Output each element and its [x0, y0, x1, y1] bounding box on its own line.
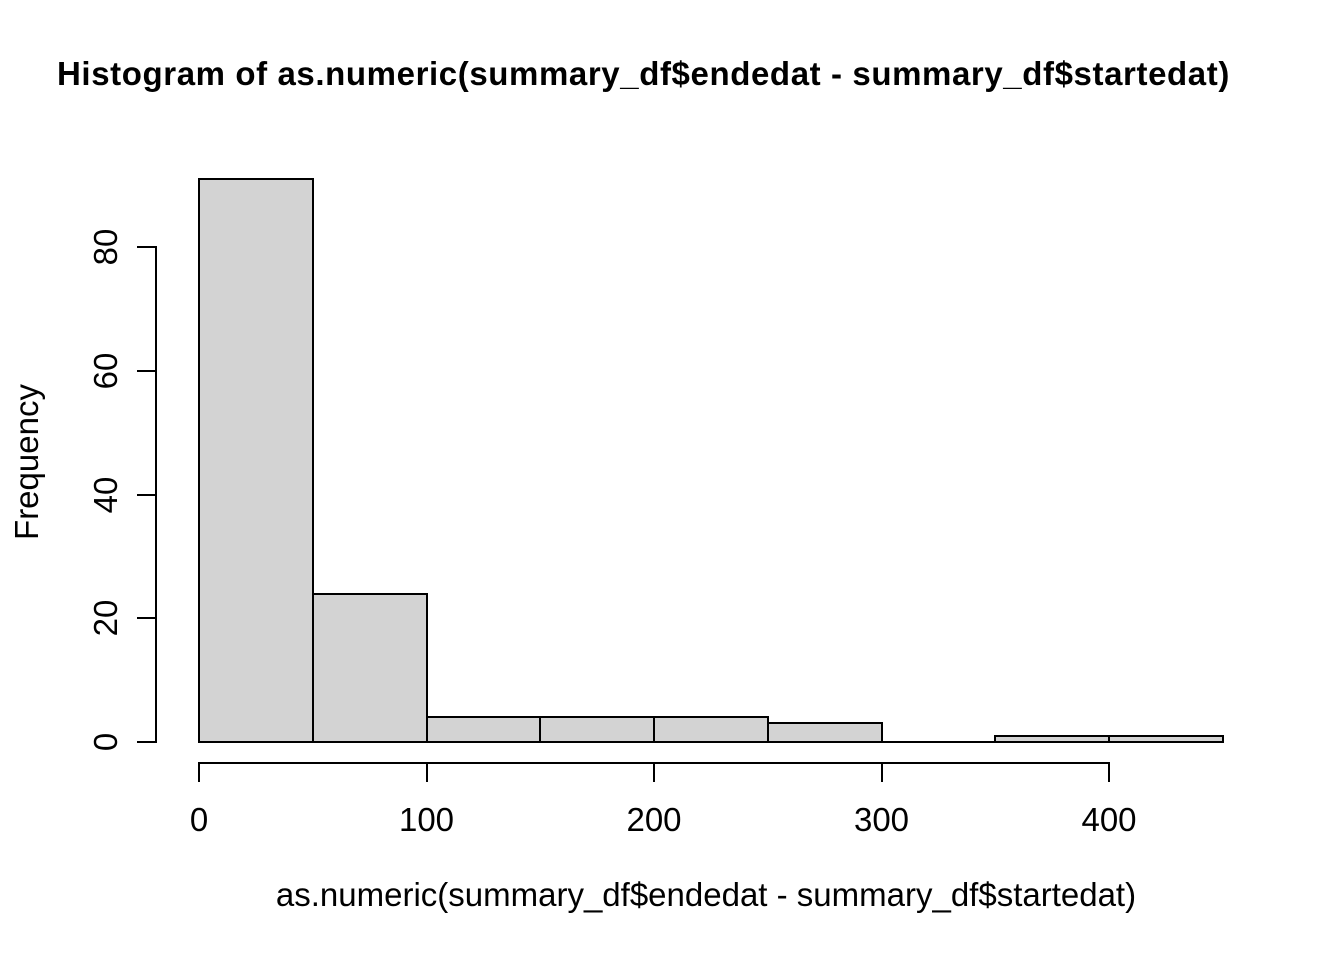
y-axis-line [155, 246, 157, 743]
x-tick-label: 300 [853, 801, 910, 838]
histogram-bar [311, 592, 428, 743]
x-tick [653, 763, 655, 782]
y-tick [137, 741, 156, 743]
histogram-bar [198, 177, 314, 743]
histogram-bar [539, 716, 655, 743]
x-tick [1108, 763, 1110, 782]
x-tick-label: 100 [398, 801, 455, 838]
y-tick [137, 246, 156, 248]
x-tick [425, 763, 428, 782]
histogram-bar [766, 722, 883, 743]
x-tick [880, 763, 883, 782]
y-tick-label: 60 [87, 352, 124, 390]
histogram-bar [653, 716, 769, 743]
x-tick-label: 0 [189, 801, 209, 838]
histogram-bar [994, 734, 1110, 743]
y-tick [137, 369, 156, 372]
histogram-bar [425, 716, 542, 743]
x-axis-title: as.numeric(summary_df$endedat - summary_… [275, 876, 1137, 913]
x-tick [198, 763, 200, 782]
y-tick-label: 20 [87, 599, 124, 637]
x-tick-label: 200 [626, 801, 682, 838]
y-tick-label: 80 [87, 228, 124, 266]
y-tick [137, 493, 156, 496]
x-tick-label: 400 [1081, 801, 1137, 838]
zero-count-baseline [880, 741, 997, 743]
y-tick-label: 0 [87, 732, 124, 752]
y-axis-title: Frequency [8, 384, 45, 540]
histogram-bar [1108, 734, 1224, 743]
chart-title: Histogram of as.numeric(summary_df$ended… [57, 55, 1230, 92]
y-tick-label: 40 [87, 476, 124, 513]
y-tick [137, 617, 156, 620]
